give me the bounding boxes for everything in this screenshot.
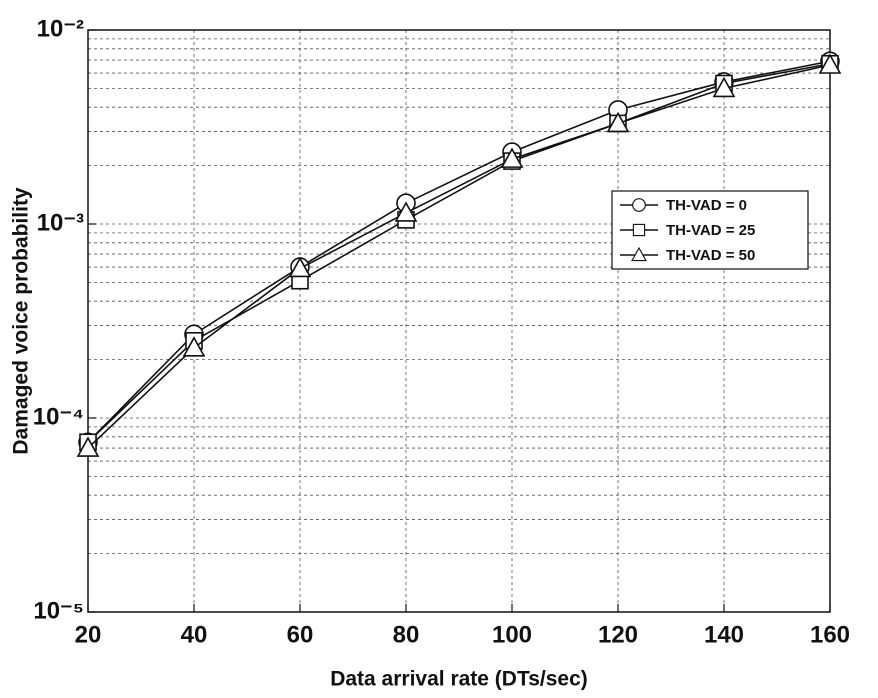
marker [394,201,418,222]
marker [606,111,630,133]
marker [288,256,312,278]
y-tick-label: 10⁻⁴ [33,403,84,430]
x-tick-label: 100 [492,621,532,648]
series-line [87,62,831,443]
y-axis-label: Damaged voice probability [10,187,33,455]
series-line [87,64,831,449]
legend-label: TH-VAD = 50 [666,247,755,264]
x-tick-label: 80 [393,621,420,648]
x-tick-label: 60 [287,621,314,648]
legend-marker [632,198,646,212]
marker [182,336,206,357]
marker [500,147,524,168]
marker [712,76,736,98]
plot-frame [87,29,831,613]
series-line [87,60,831,443]
y-tick-label: 10⁻⁵ [33,597,84,624]
x-tick-label: 140 [704,621,744,648]
x-tick-label: 40 [181,621,208,648]
legend-marker [632,223,646,237]
x-tick-label: 160 [810,621,850,648]
legend-label: TH-VAD = 25 [666,222,755,239]
legend-marker [631,246,647,262]
marker [818,53,842,74]
legend-label: TH-VAD = 0 [666,197,747,214]
y-tick-label: 10⁻³ [37,209,84,236]
x-tick-label: 120 [598,621,638,648]
marker [76,436,100,457]
y-tick-label: 10⁻² [37,15,84,42]
x-tick-label: 20 [75,621,102,648]
x-axis-label: Data arrival rate (DTs/sec) [330,668,588,691]
